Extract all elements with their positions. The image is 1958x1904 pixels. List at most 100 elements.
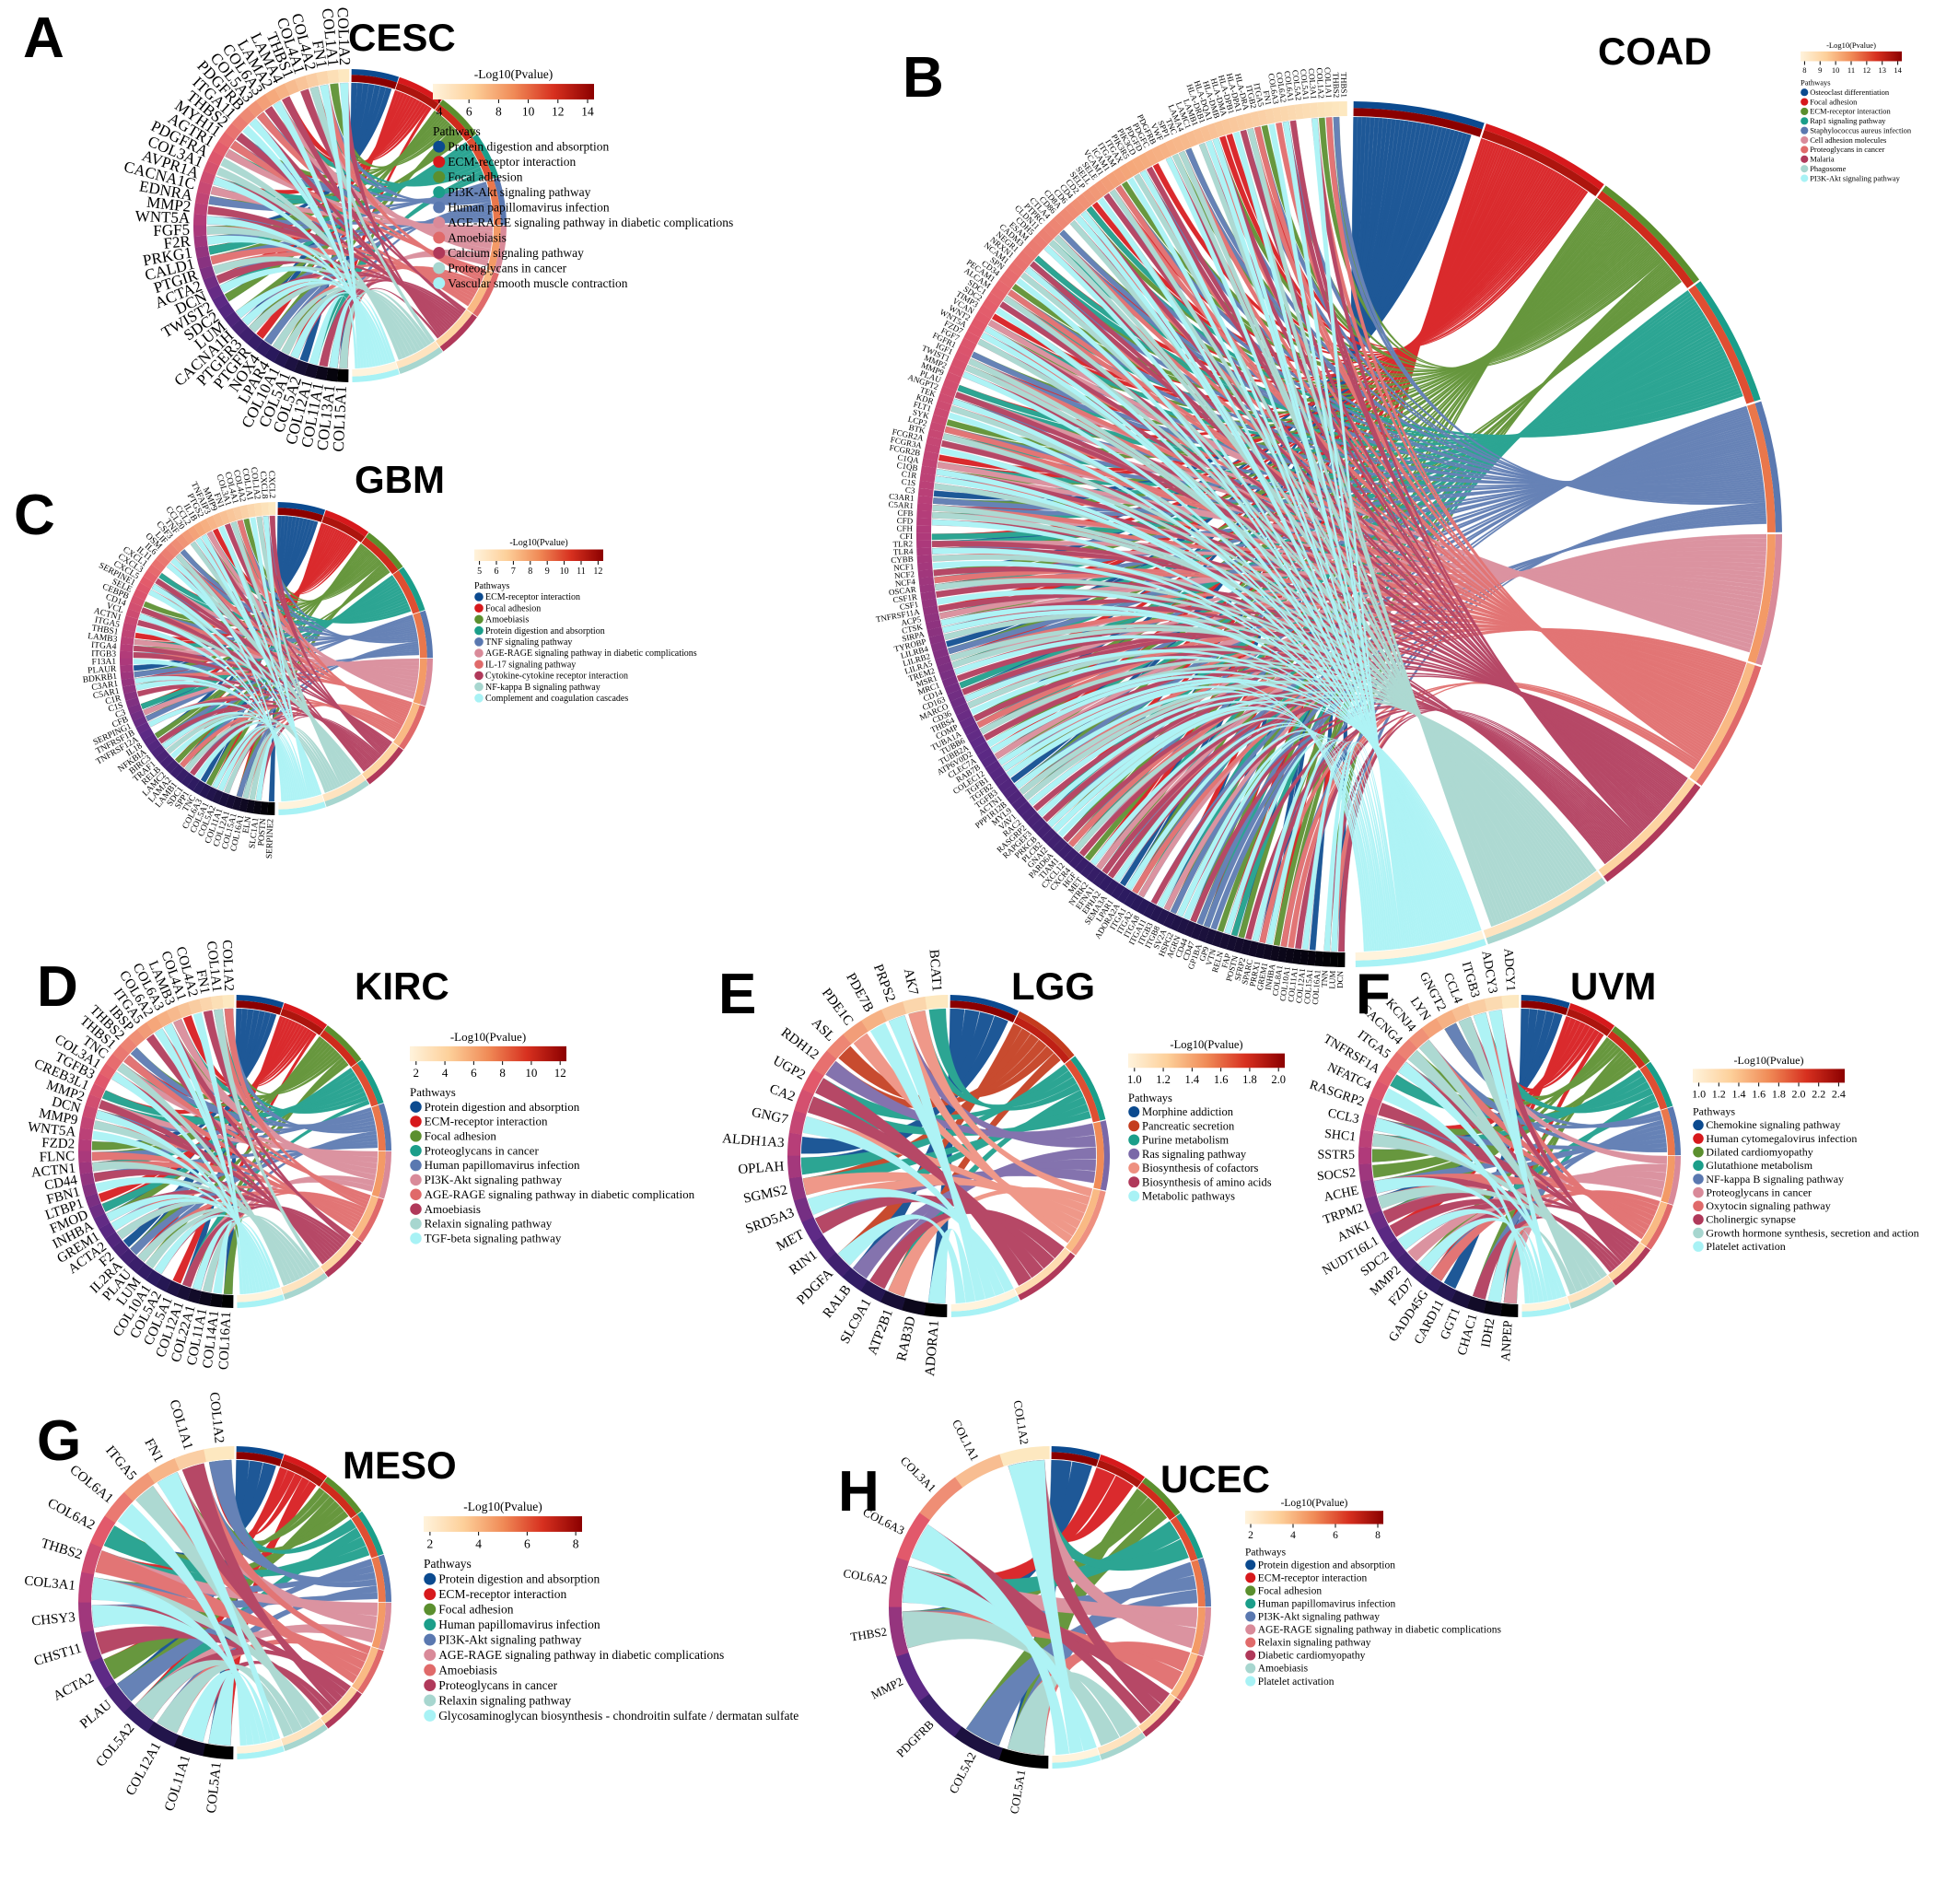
- gene-label: ITGB3: [91, 649, 116, 660]
- pathway-legend-label: AGE-RAGE signaling pathway in diabetic c…: [448, 216, 733, 229]
- pathway-swatch: [1245, 1676, 1256, 1687]
- legend-tick-label: 9: [545, 567, 550, 577]
- gene-segment: [260, 801, 269, 815]
- gene-segment: [843, 1020, 868, 1045]
- pathway-legend-label: Proteoglycans in cancer: [1810, 145, 1884, 154]
- pathway-legend-label: TGF-beta signaling pathway: [425, 1232, 562, 1245]
- pathway-legend-label: Glutathione metabolism: [1706, 1159, 1812, 1172]
- gene-label: ADCY1: [1501, 948, 1518, 991]
- gene-segment: [120, 658, 134, 666]
- pathway-legend-label: Cholinergic synapse: [1706, 1213, 1795, 1226]
- panel-letter: E: [718, 963, 756, 1026]
- chord-link: [1080, 210, 1426, 945]
- gene-segment: [1098, 874, 1113, 892]
- gene-segment: [916, 525, 932, 533]
- chord-link: [194, 722, 303, 800]
- gene-segment: [993, 772, 1010, 788]
- gene-segment: [1116, 887, 1132, 905]
- gene-segment: [1466, 1296, 1486, 1314]
- legend-tick-label: 10: [522, 104, 535, 118]
- gene-segment: [79, 1172, 95, 1186]
- chord-link: [249, 118, 370, 368]
- pathway-segment: [378, 1103, 391, 1151]
- gene-segment: [997, 777, 1014, 793]
- gene-label: SLC1A1: [248, 817, 261, 849]
- gene-segment: [982, 298, 999, 313]
- pathway-swatch: [1128, 1176, 1140, 1188]
- chord-link: [932, 560, 1460, 938]
- pathway-pvalue-band: [1640, 1201, 1668, 1246]
- pathway-pvalue-band: [321, 1687, 357, 1724]
- pathway-legend-label: Ras signaling pathway: [1142, 1148, 1247, 1161]
- pathway-swatch: [1245, 1585, 1256, 1596]
- gene-segment: [125, 608, 141, 620]
- pathway-pvalue-band: [351, 1646, 379, 1691]
- pathway-segment: [237, 1294, 285, 1308]
- gene-segment: [1143, 902, 1157, 919]
- pathway-pvalue-band: [950, 1000, 1017, 1022]
- pathway-pvalue-band: [486, 226, 501, 272]
- pathway-pvalue-band: [1137, 1482, 1176, 1521]
- gene-label: C3: [904, 485, 915, 496]
- gene-label: RIN1: [787, 1248, 820, 1279]
- gene-label: TNN: [1320, 970, 1330, 988]
- chord-link: [1333, 116, 1766, 505]
- pathway-pvalue-band: [395, 82, 439, 110]
- legend-tick-label: 14: [581, 104, 594, 118]
- legend-tick-label: 1.2: [1156, 1073, 1171, 1086]
- chord-link: [1037, 700, 1373, 952]
- pathway-swatch: [433, 247, 446, 259]
- chord-link: [290, 292, 393, 364]
- chord-link: [250, 517, 313, 798]
- pathways-header: Pathways: [474, 581, 509, 591]
- pathway-swatch: [1693, 1214, 1704, 1225]
- gene-segment: [1092, 870, 1107, 888]
- legend-tick-label: 2: [427, 1536, 434, 1550]
- gene-segment: [1052, 837, 1068, 855]
- pathway-pvalue-band: [321, 515, 366, 543]
- gene-label: COL15A1: [1302, 969, 1314, 1005]
- gene-segment: [136, 1022, 154, 1040]
- legend-tick-label: 4: [442, 1066, 449, 1080]
- gene-segment: [918, 480, 935, 490]
- chord-link: [148, 589, 359, 777]
- gene-segment: [246, 333, 263, 351]
- gene-segment: [826, 1034, 852, 1059]
- pathway-segment: [494, 226, 507, 274]
- pathway-pvalue-band: [466, 269, 494, 314]
- gene-segment: [120, 664, 134, 673]
- pathway-segment: [1017, 1010, 1075, 1059]
- gene-label: MMP2: [868, 1674, 905, 1701]
- gene-segment: [924, 1302, 948, 1317]
- legend-tick-label: 6: [466, 104, 472, 118]
- pathway-legend-label: Complement and coagulation cascades: [485, 694, 628, 704]
- chord-link: [1268, 123, 1409, 948]
- chord-link: [138, 613, 287, 801]
- pathway-swatch: [410, 1101, 422, 1113]
- gene-label: AK7: [901, 967, 921, 997]
- gene-segment: [139, 728, 154, 741]
- gene-segment: [1451, 1003, 1473, 1022]
- pathway-legend-label: PI3K-Akt signaling pathway: [425, 1173, 563, 1186]
- chord-link: [954, 391, 1664, 811]
- gene-segment: [967, 324, 984, 338]
- pathway-legend-label: Pancreatic secretion: [1142, 1119, 1235, 1132]
- gene-segment: [1002, 784, 1019, 800]
- pathway-legend-label: Relaxin signaling pathway: [1258, 1638, 1371, 1649]
- pathway-legend-label: Metabolic pathways: [1142, 1190, 1235, 1203]
- pathway-swatch: [1801, 117, 1809, 125]
- chord-link: [1190, 706, 1630, 923]
- pathway-legend-label: Human papillomavirus infection: [448, 200, 610, 214]
- gene-segment: [263, 345, 281, 363]
- gene-segment: [146, 1721, 180, 1747]
- gene-label: CCL3: [1326, 1106, 1360, 1127]
- chord-link: [192, 1012, 247, 1294]
- chord-link: [984, 325, 1439, 943]
- pathways-header: Pathways: [1693, 1105, 1735, 1118]
- pathway-segment: [1486, 877, 1606, 945]
- pathway-segment: [397, 76, 443, 104]
- gene-segment: [1041, 827, 1057, 845]
- legend-tick-label: 1.6: [1752, 1087, 1766, 1100]
- gene-segment: [284, 78, 300, 96]
- gene-segment: [164, 759, 180, 774]
